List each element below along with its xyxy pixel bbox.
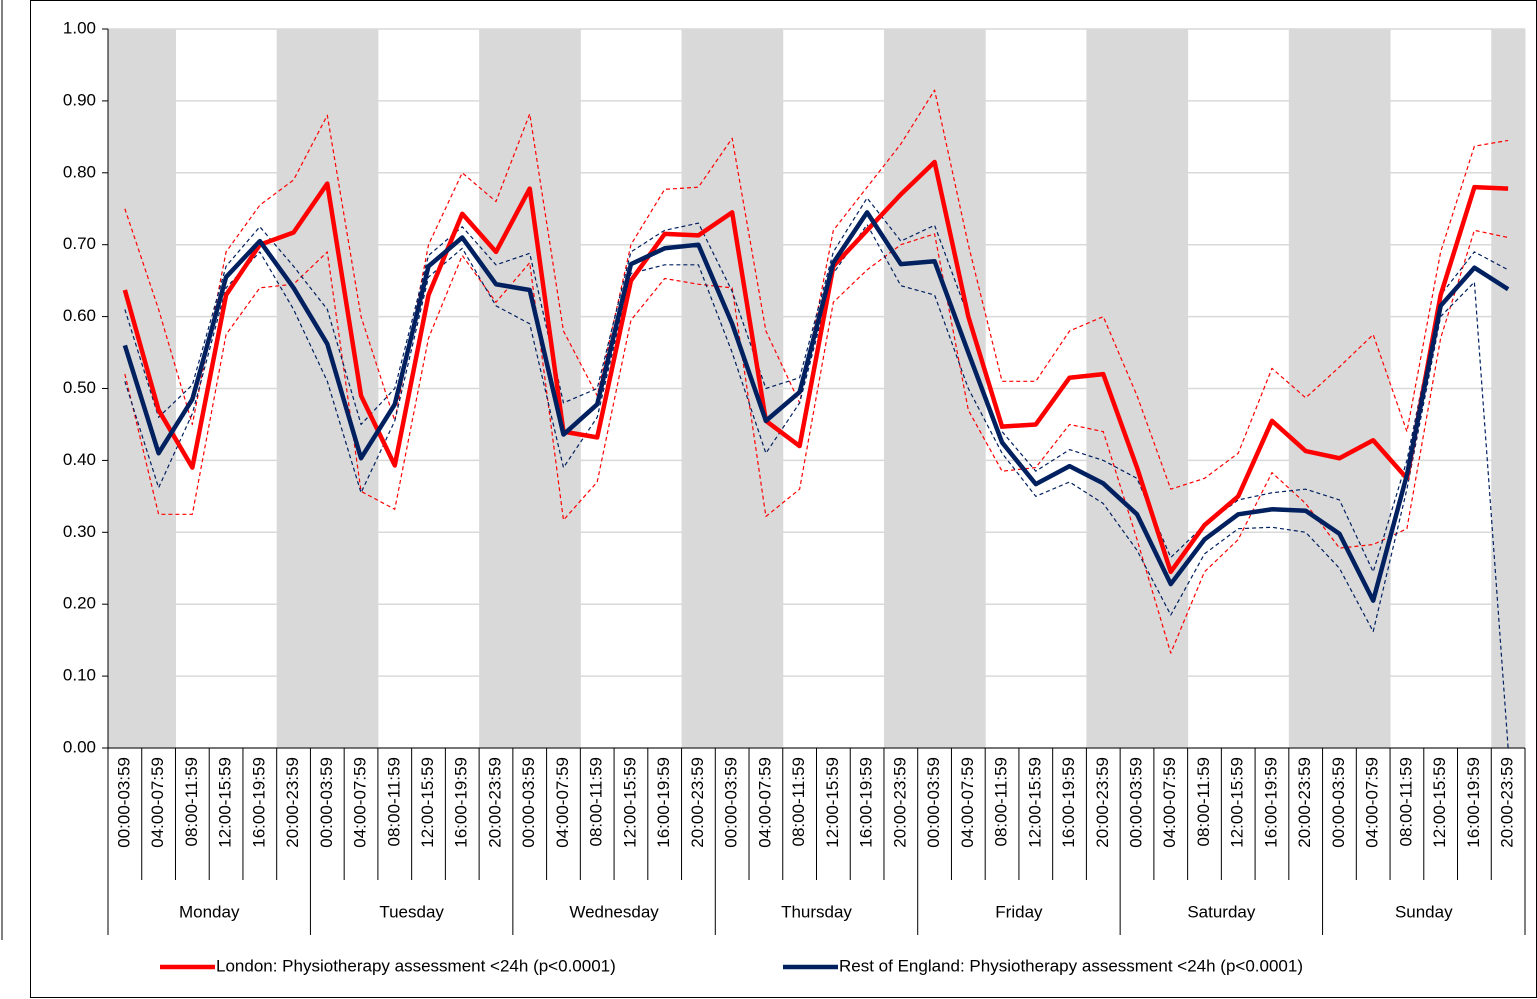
legend-label: London: Physiotherapy assessment <24h (p…	[216, 956, 616, 975]
x-tick-label: 16:00-19:59	[1261, 757, 1280, 848]
ci-lower-line	[124, 229, 1509, 654]
group-label: Saturday	[1187, 902, 1256, 921]
x-tick-label: 16:00-19:59	[249, 757, 268, 848]
x-tick-label: 08:00-11:59	[992, 757, 1011, 846]
x-tick-label: 08:00-11:59	[1194, 757, 1213, 846]
x-tick-label: 04:00-07:59	[755, 757, 774, 848]
x-tick-label: 20:00-23:59	[1093, 757, 1112, 848]
x-tick-label: 00:00-03:59	[519, 757, 538, 848]
x-tick-label: 16:00-19:59	[1464, 757, 1483, 848]
x-tick-label: 16:00-19:59	[857, 757, 876, 848]
x-tick-label: 08:00-11:59	[384, 757, 403, 846]
x-tick-label: 00:00-03:59	[1329, 757, 1348, 848]
y-tick-label: 0.70	[63, 234, 96, 253]
x-tick-label: 20:00-23:59	[1498, 757, 1517, 848]
x-tick-label: 04:00-07:59	[148, 757, 167, 848]
y-tick-label: 0.30	[63, 522, 96, 541]
x-tick-label: 04:00-07:59	[1363, 757, 1382, 848]
group-label: Wednesday	[569, 902, 659, 921]
ci-upper-line	[124, 89, 1509, 490]
x-tick-label: 20:00-23:59	[485, 757, 504, 848]
x-tick-label: 04:00-07:59	[958, 757, 977, 848]
group-label: Thursday	[781, 902, 852, 921]
x-tick-label: 12:00-15:59	[1228, 757, 1247, 848]
x-tick-label: 20:00-23:59	[283, 757, 302, 848]
legend-label: Rest of England: Physiotherapy assessmen…	[839, 956, 1303, 975]
x-tick-label: 12:00-15:59	[1430, 757, 1449, 848]
x-tick-label: 04:00-07:59	[553, 757, 572, 848]
x-tick-label: 12:00-15:59	[1025, 757, 1044, 848]
y-tick-label: 1.00	[63, 18, 96, 37]
group-label: Sunday	[1395, 902, 1453, 921]
group-label: Monday	[179, 902, 240, 921]
x-tick-label: 20:00-23:59	[1295, 757, 1314, 848]
x-tick-label: 00:00-03:59	[722, 757, 741, 848]
series-line	[122, 210, 1510, 603]
x-tick-label: 16:00-19:59	[1059, 757, 1078, 848]
x-tick-label: 12:00-15:59	[620, 757, 639, 848]
y-tick-label: 0.90	[63, 90, 96, 109]
x-tick-label: 16:00-19:59	[452, 757, 471, 848]
series-line	[122, 159, 1509, 575]
x-tick-label: 04:00-07:59	[1160, 757, 1179, 848]
x-tick-label: 08:00-11:59	[182, 757, 201, 846]
y-tick-label: 0.80	[63, 162, 96, 181]
y-tick-label: 0.50	[63, 378, 96, 397]
x-tick-label: 04:00-07:59	[351, 757, 370, 848]
x-tick-label: 12:00-15:59	[216, 757, 235, 848]
x-tick-label: 00:00-03:59	[1126, 757, 1145, 848]
group-label: Friday	[995, 902, 1043, 921]
y-tick-label: 0.10	[63, 666, 96, 685]
y-tick-label: 0.00	[63, 737, 96, 756]
x-tick-label: 12:00-15:59	[823, 757, 842, 848]
x-tick-label: 20:00-23:59	[890, 757, 909, 848]
x-tick-label: 20:00-23:59	[688, 757, 707, 848]
x-tick-label: 00:00-03:59	[924, 757, 943, 848]
x-tick-label: 00:00-03:59	[114, 757, 133, 848]
x-tick-label: 00:00-03:59	[317, 757, 336, 848]
x-tick-label: 08:00-11:59	[587, 757, 606, 846]
x-tick-label: 08:00-11:59	[1396, 757, 1415, 846]
y-tick-label: 0.40	[63, 450, 96, 469]
x-tick-label: 08:00-11:59	[789, 757, 808, 846]
y-tick-label: 0.60	[63, 306, 96, 325]
group-label: Tuesday	[379, 902, 444, 921]
x-tick-label: 16:00-19:59	[654, 757, 673, 848]
ci-upper-line	[124, 197, 1509, 573]
y-tick-label: 0.20	[63, 594, 96, 613]
x-tick-label: 12:00-15:59	[418, 757, 437, 848]
